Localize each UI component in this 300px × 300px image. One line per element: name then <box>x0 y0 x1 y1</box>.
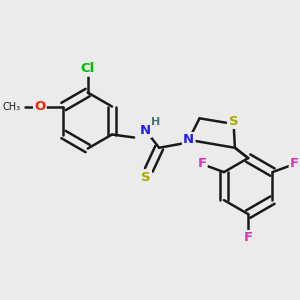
Text: S: S <box>141 171 151 184</box>
Text: F: F <box>197 157 206 170</box>
Text: F: F <box>290 157 299 170</box>
Text: N: N <box>140 124 151 136</box>
Text: Cl: Cl <box>81 62 95 75</box>
Text: O: O <box>34 100 46 113</box>
Text: H: H <box>151 117 160 127</box>
Text: F: F <box>244 231 253 244</box>
Text: S: S <box>229 115 238 128</box>
Text: N: N <box>183 133 194 146</box>
Text: CH₃: CH₃ <box>3 101 21 112</box>
